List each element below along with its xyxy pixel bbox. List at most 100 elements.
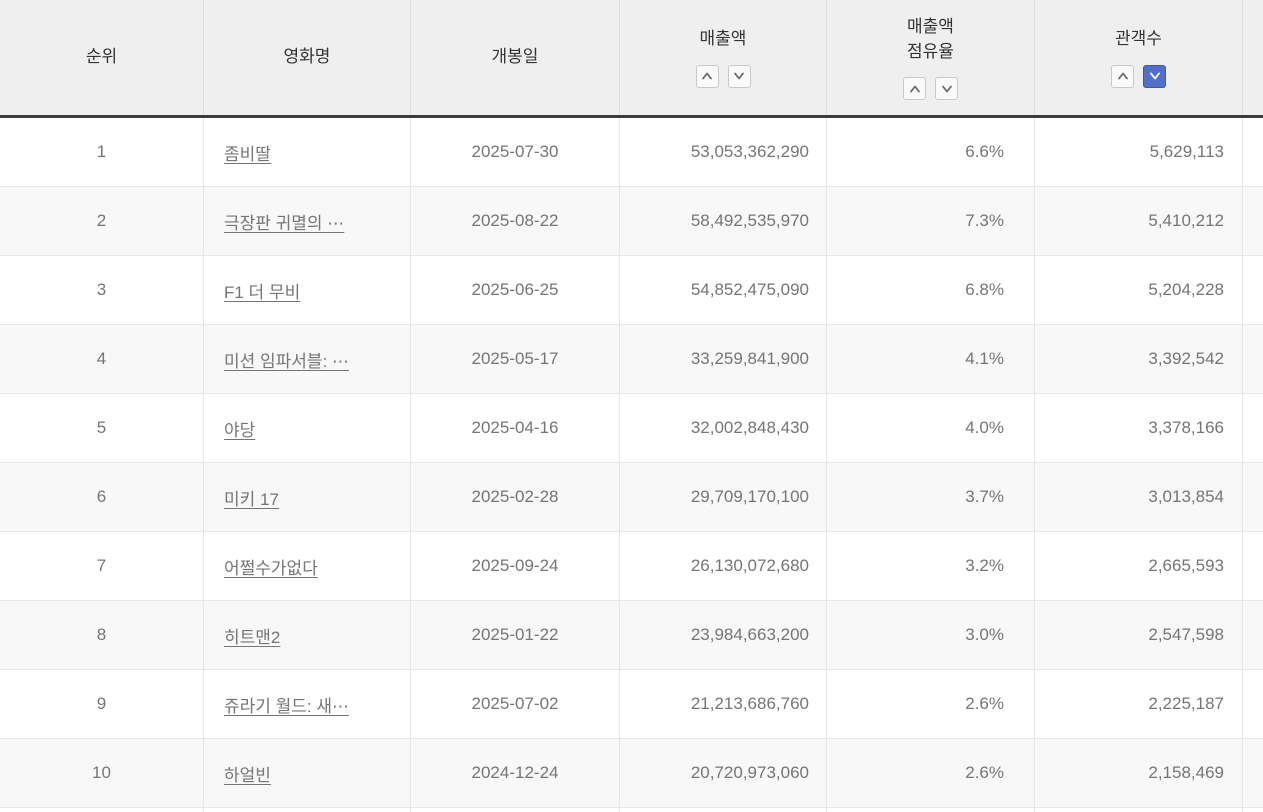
sales-sort-asc-button[interactable] [695, 64, 719, 88]
table-row-partial [0, 808, 1263, 812]
chevron-up-icon [702, 72, 712, 80]
rank-cell: 2 [0, 187, 204, 255]
movie-title-cell: 극장판 귀멸의 ⋯ [204, 187, 411, 255]
rank-cell: 1 [0, 118, 204, 186]
col-header-sales-label: 매출액 [699, 29, 747, 49]
release-date-cell: 2025-08-22 [411, 187, 620, 255]
sales-share-cell: 4.0% [827, 394, 1035, 462]
audience-cell: 5,410,212 [1035, 187, 1243, 255]
sales-cell: 26,130,072,680 [620, 532, 827, 600]
release-date-cell: 2025-05-17 [411, 325, 620, 393]
release-date-cell: 2025-09-24 [411, 532, 620, 600]
partial-cell [1243, 739, 1263, 807]
sales-cell: 20,720,973,060 [620, 739, 827, 807]
audience-cell: 3,013,854 [1035, 463, 1243, 531]
col-header-release-date-label: 개봉일 [491, 47, 539, 67]
movie-title-link[interactable]: 미션 임파서블: ⋯ [224, 351, 350, 371]
release-date-cell: 2025-07-30 [411, 118, 620, 186]
sales-share-sort-asc-button[interactable] [903, 77, 926, 101]
release-date-cell: 2024-12-24 [411, 739, 620, 807]
rank-cell: 5 [0, 394, 204, 462]
rank-cell: 10 [0, 739, 204, 807]
sales-share-cell: 3.2% [827, 532, 1035, 600]
movie-title-cell: 좀비딸 [204, 118, 411, 186]
sales-share-cell: 6.6% [827, 118, 1035, 186]
partial-cell [1243, 463, 1263, 531]
col-header-title-label: 영화명 [283, 47, 331, 67]
movie-title-link[interactable]: 야당 [224, 420, 256, 440]
partial-cell [1243, 187, 1263, 255]
movie-title-link[interactable]: 좀비딸 [224, 144, 271, 164]
col-header-sales-share-line2: 점유율 [907, 41, 954, 61]
col-header-sales-share-label: 매출액 점유율 [907, 15, 954, 64]
sales-cell: 58,492,535,970 [620, 187, 827, 255]
sales-cell: 33,259,841,900 [620, 325, 827, 393]
table-row: 9 쥬라기 월드: 새⋯ 2025-07-02 21,213,686,760 2… [0, 670, 1263, 739]
table-row: 7 어쩔수가없다 2025-09-24 26,130,072,680 3.2% … [0, 532, 1263, 601]
table-row: 10 하얼빈 2024-12-24 20,720,973,060 2.6% 2,… [0, 739, 1263, 808]
chevron-down-icon [941, 85, 952, 93]
table-row: 5 야당 2025-04-16 32,002,848,430 4.0% 3,37… [0, 394, 1263, 463]
partial-cell [1243, 118, 1263, 186]
table-header-row: 순위 영화명 개봉일 매출액 매출액 점유율 [0, 0, 1263, 118]
audience-cell: 3,378,166 [1035, 394, 1243, 462]
audience-cell: 3,392,542 [1035, 325, 1243, 393]
sales-share-sort-desc-button[interactable] [935, 77, 958, 101]
movie-title-link[interactable]: 미키 17 [224, 489, 279, 509]
table-row: 6 미키 17 2025-02-28 29,709,170,100 3.7% 3… [0, 463, 1263, 532]
release-date-cell: 2025-04-16 [411, 394, 620, 462]
rank-cell: 6 [0, 463, 204, 531]
audience-sort-asc-button[interactable] [1111, 64, 1134, 88]
movie-title-link[interactable]: F1 더 무비 [224, 282, 301, 302]
sales-sort-desc-button[interactable] [727, 64, 751, 88]
col-header-audience: 관객수 [1035, 0, 1243, 115]
table-row: 8 히트맨2 2025-01-22 23,984,663,200 3.0% 2,… [0, 601, 1263, 670]
sales-share-cell: 2.6% [827, 739, 1035, 807]
audience-cell: 5,204,228 [1035, 256, 1243, 324]
sales-share-cell: 3.7% [827, 463, 1035, 531]
audience-cell: 2,225,187 [1035, 670, 1243, 738]
col-header-sales: 매출액 [620, 0, 827, 115]
audience-cell: 2,547,598 [1035, 601, 1243, 669]
release-date-cell: 2025-06-25 [411, 256, 620, 324]
col-header-title: 영화명 [204, 0, 411, 115]
movie-title-cell: 미키 17 [204, 463, 411, 531]
movie-title-cell: F1 더 무비 [204, 256, 411, 324]
movie-title-link[interactable]: 쥬라기 월드: 새⋯ [224, 696, 350, 716]
chevron-down-icon [1149, 72, 1160, 80]
movie-title-link[interactable]: 히트맨2 [224, 627, 281, 647]
audience-cell: 5,629,113 [1035, 118, 1243, 186]
movie-title-link[interactable]: 하얼빈 [224, 765, 271, 785]
audience-cell: 2,665,593 [1035, 532, 1243, 600]
partial-cell [1243, 256, 1263, 324]
release-date-cell: 2025-07-02 [411, 670, 620, 738]
audience-sort-desc-button[interactable] [1143, 64, 1166, 88]
col-header-release-date: 개봉일 [411, 0, 620, 115]
movie-title-cell: 하얼빈 [204, 739, 411, 807]
partial-cell [1243, 670, 1263, 738]
movie-title-link[interactable]: 극장판 귀멸의 ⋯ [224, 213, 345, 233]
movie-title-cell: 어쩔수가없다 [204, 532, 411, 600]
movie-title-cell: 야당 [204, 394, 411, 462]
table-row: 3 F1 더 무비 2025-06-25 54,852,475,090 6.8%… [0, 256, 1263, 325]
sales-share-cell: 2.6% [827, 670, 1035, 738]
partial-cell [1243, 394, 1263, 462]
audience-sort-group [1111, 64, 1166, 88]
sales-cell: 32,002,848,430 [620, 394, 827, 462]
sales-share-cell: 6.8% [827, 256, 1035, 324]
chevron-up-icon [1117, 72, 1128, 80]
table-row: 1 좀비딸 2025-07-30 53,053,362,290 6.6% 5,6… [0, 118, 1263, 187]
col-header-partial [1243, 0, 1263, 115]
release-date-cell: 2025-02-28 [411, 463, 620, 531]
movie-title-cell: 쥬라기 월드: 새⋯ [204, 670, 411, 738]
sales-share-cell: 7.3% [827, 187, 1035, 255]
release-date-cell: 2025-01-22 [411, 601, 620, 669]
rank-cell: 3 [0, 256, 204, 324]
sales-share-sort-group [903, 77, 958, 101]
chevron-up-icon [909, 85, 920, 93]
col-header-rank: 순위 [0, 0, 204, 115]
movie-title-link[interactable]: 어쩔수가없다 [224, 558, 318, 578]
col-header-audience-label: 관객수 [1115, 29, 1162, 49]
rank-cell: 8 [0, 601, 204, 669]
